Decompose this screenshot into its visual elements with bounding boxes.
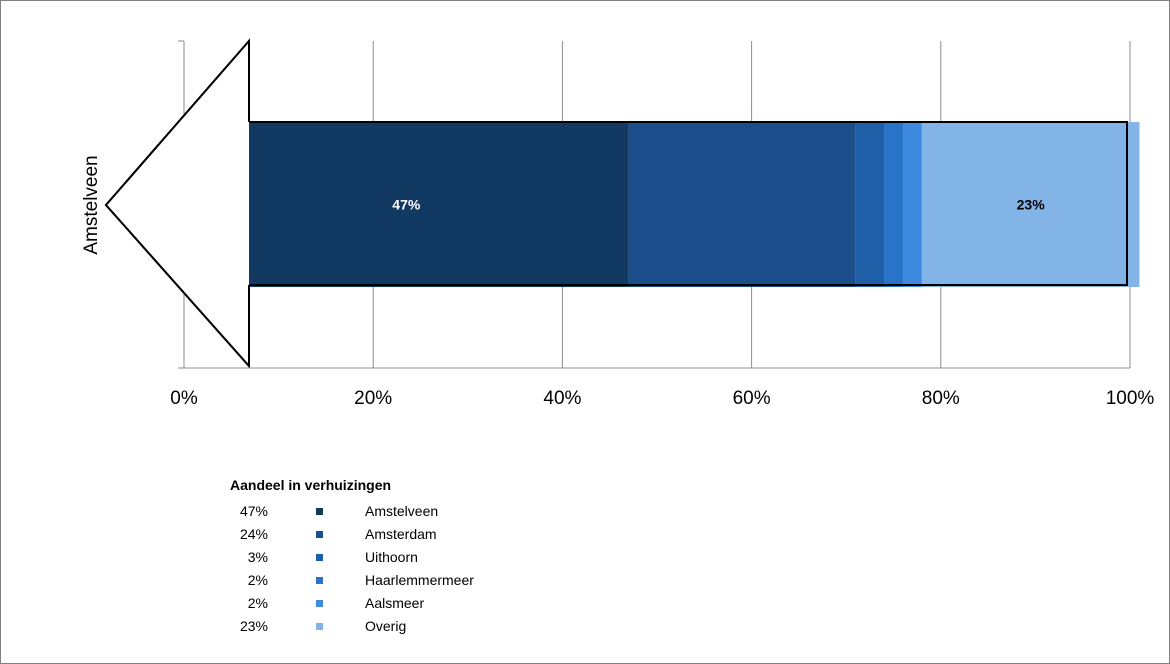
- legend-value: 2%: [247, 572, 268, 588]
- bar-segment: [184, 122, 629, 287]
- legend-entry: 2% Haarlemmermeer: [230, 569, 474, 592]
- legend-title: Aandeel in verhuizingen: [230, 477, 392, 493]
- legend-value: 2%: [247, 595, 268, 611]
- legend-label: Haarlemmermeer: [365, 572, 474, 588]
- legend-value: 24%: [239, 526, 268, 542]
- legend: Aandeel in verhuizingen 47% Amstelveen 24%…: [230, 477, 474, 638]
- bar-segment: [902, 122, 922, 287]
- legend-entry: 2% Aalsmeer: [230, 592, 424, 615]
- bar-segment: [855, 122, 885, 287]
- legend-label: Uithoorn: [365, 549, 418, 565]
- data-label: 47%: [392, 197, 421, 213]
- bar-segment: [884, 122, 903, 287]
- legend-value: 23%: [239, 618, 268, 634]
- legend-label: Aalsmeer: [365, 595, 425, 611]
- bar-segment: [628, 122, 856, 287]
- arrow-head: [104, 38, 250, 369]
- legend-entry: 24% Amsterdam: [230, 523, 437, 546]
- legend-label: Overig: [365, 618, 407, 634]
- legend-value: 3%: [247, 549, 268, 565]
- legend-swatch: [316, 600, 323, 607]
- legend-swatch: [316, 531, 323, 538]
- legend-entry: 23% Overig: [230, 615, 406, 638]
- data-label: 23%: [1017, 197, 1046, 213]
- legend-swatch: [316, 508, 323, 515]
- category-label: Amstelveen: [81, 155, 102, 254]
- legend-label: Amstelveen: [365, 503, 439, 519]
- x-tick-label: 40%: [543, 388, 581, 409]
- legend-entry: 3% Uithoorn: [230, 546, 418, 569]
- legend-label: Amsterdam: [365, 526, 437, 542]
- x-tick-label: 20%: [354, 388, 392, 409]
- x-tick-label: 100%: [1106, 388, 1155, 409]
- arrow-head-fill: [106, 41, 249, 366]
- x-tick-label: 80%: [922, 388, 960, 409]
- bar-segment: [921, 122, 1140, 287]
- x-tick-label: 60%: [733, 388, 771, 409]
- legend-swatch: [316, 554, 323, 561]
- legend-swatch: [316, 577, 323, 584]
- legend-value: 47%: [239, 503, 268, 519]
- x-tick-label: 0%: [170, 388, 198, 409]
- legend-swatch: [316, 623, 323, 630]
- legend-entry: 47% Amstelveen: [230, 500, 438, 523]
